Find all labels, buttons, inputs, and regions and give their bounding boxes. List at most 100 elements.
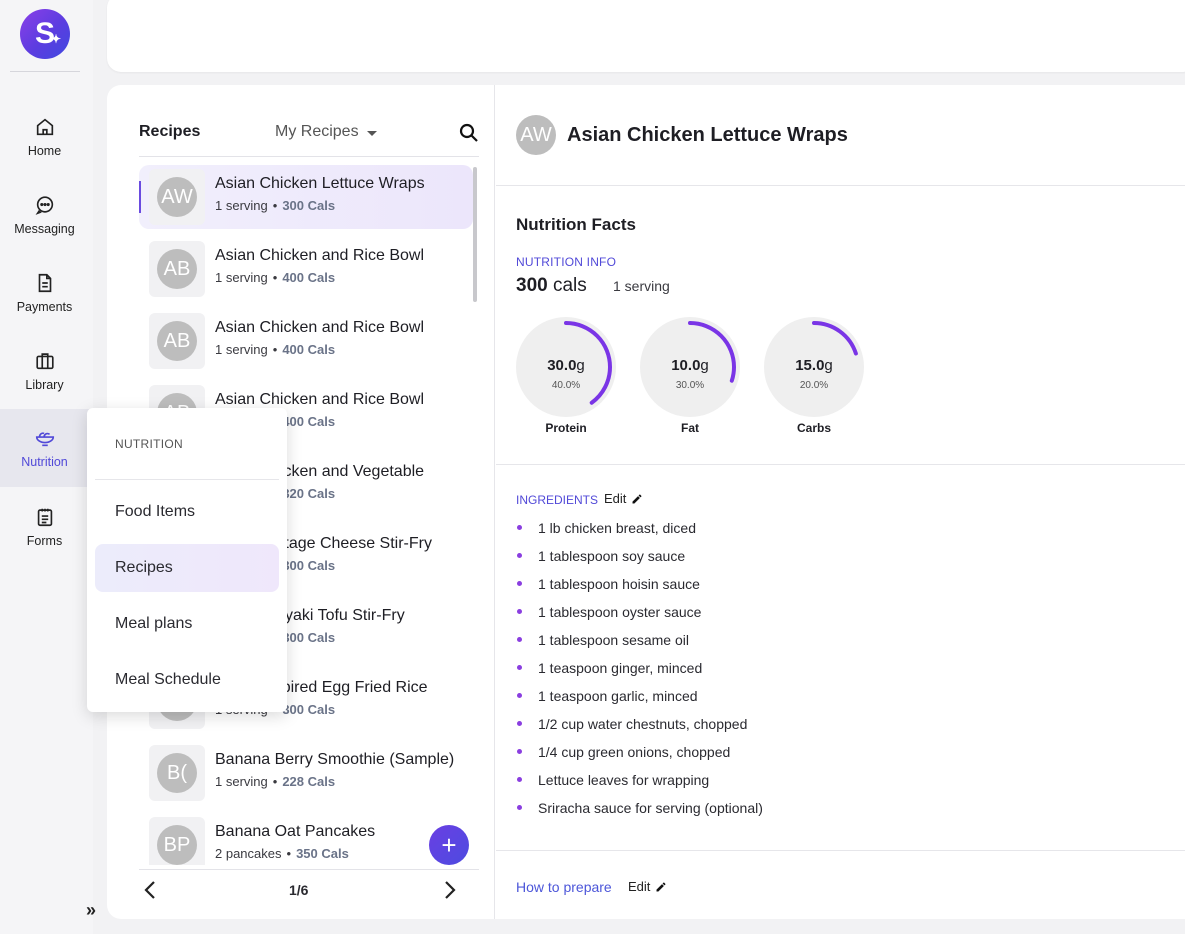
macro-percent: 40.0% xyxy=(551,380,581,391)
menu-item-meal-plans[interactable]: Meal plans xyxy=(115,615,193,632)
recipe-list-item[interactable]: AB Asian Chicken and Rice Bowl 1 serving • 4… xyxy=(139,237,473,301)
divider xyxy=(496,185,1185,186)
nav-item-messaging[interactable]: Messaging xyxy=(0,176,89,254)
nav-label-payments: Payments xyxy=(16,300,73,314)
nav-item-forms[interactable]: Forms xyxy=(0,488,89,566)
nutrition-info-label: NUTRITION INFO xyxy=(516,255,617,269)
serving-size: 1 serving xyxy=(613,278,670,294)
top-header-card xyxy=(107,0,1185,72)
ingredients-label: INGREDIENTS xyxy=(516,493,599,507)
flyout-title: NUTRITION xyxy=(115,437,184,451)
chevron-left-icon[interactable] xyxy=(139,878,163,902)
recipe-filter-dropdown[interactable]: My Recipes xyxy=(275,123,377,141)
recipe-avatar: AW xyxy=(516,115,556,155)
macro-grams-value: 10.0 xyxy=(671,357,701,374)
calories-value: 300 cals xyxy=(516,275,587,297)
recipe-filter-label: My Recipes xyxy=(275,123,359,140)
menu-item-recipes[interactable]: Recipes xyxy=(95,544,279,592)
edit-instructions-button[interactable]: Edit xyxy=(628,879,667,894)
macro-grams-unit: g xyxy=(824,357,833,374)
recipe-calories: 300 Cals xyxy=(282,702,336,717)
recipe-thumb: BP xyxy=(149,817,205,865)
ingredient-item: 1/2 cup water chestnuts, chopped xyxy=(516,714,763,742)
recipe-calories: 228 Cals xyxy=(282,774,336,789)
recipe-name: Banana Oat Pancakes xyxy=(215,823,376,840)
ingredient-item: 1/4 cup green onions, chopped xyxy=(516,742,763,770)
recipe-calories: 300 Cals xyxy=(282,558,336,573)
recipe-name: Asian Chicken and Rice Bowl xyxy=(215,247,424,264)
separator-dot: • xyxy=(272,270,278,285)
divider xyxy=(496,464,1185,465)
recipe-name: Asian Chicken and Rice Bowl xyxy=(215,391,424,408)
recipe-list-item[interactable]: B( Banana Berry Smoothie (Sample) 1 servin… xyxy=(139,741,473,805)
ingredients-list: 1 lb chicken breast, diced 1 tablespoon s… xyxy=(516,518,763,826)
pencil-icon xyxy=(632,493,642,503)
chat-bubble-icon xyxy=(35,196,53,215)
ingredient-item: 1 tablespoon soy sauce xyxy=(516,546,763,574)
nutrition-facts-heading: Nutrition Facts xyxy=(516,215,636,234)
recipe-thumb: AW xyxy=(149,169,205,225)
nav-divider xyxy=(10,71,80,72)
separator-dot: • xyxy=(272,198,278,213)
caret-down-icon xyxy=(366,130,377,136)
macro-label: Protein xyxy=(545,421,587,435)
salad-bowl-icon xyxy=(35,432,54,447)
chevron-right-icon[interactable] xyxy=(437,878,461,902)
main-panel: Recipes My Recipes AW Asian Chicken Lettu… xyxy=(107,85,1185,919)
nav-item-payments[interactable]: Payments xyxy=(0,254,89,332)
brand-logo[interactable]: S ✦ xyxy=(20,9,70,59)
page-indicator: 1/6 xyxy=(289,882,309,898)
recipe-calories: 400 Cals xyxy=(282,342,336,357)
expand-sidebar-icon[interactable]: » xyxy=(86,900,97,920)
search-icon[interactable] xyxy=(457,121,481,145)
recipe-detail-panel: AW Asian Chicken Lettuce Wraps Nutrition… xyxy=(496,85,1185,919)
macro-grams: 30.0g xyxy=(516,357,616,374)
recipe-serving: 1 serving xyxy=(215,198,268,213)
recipe-calories: 400 Cals xyxy=(282,414,336,429)
recipe-serving: 1 serving xyxy=(215,270,268,285)
macro-percent: 30.0% xyxy=(675,380,705,391)
recipe-meta: 1 serving • 228 Cals xyxy=(215,774,335,789)
recipe-serving: 1 serving xyxy=(215,774,268,789)
recipe-serving: 2 pancakes xyxy=(215,846,282,861)
separator-dot: • xyxy=(272,774,278,789)
home-icon xyxy=(36,118,53,136)
recipe-name: Banana Berry Smoothie (Sample) xyxy=(215,751,455,768)
menu-item-meal-schedule[interactable]: Meal Schedule xyxy=(115,671,221,688)
macro-grams-unit: g xyxy=(576,357,585,374)
recipe-meta: 1 serving • 300 Cals xyxy=(215,198,335,213)
macro-progress-ring xyxy=(516,317,616,417)
edit-ingredients-button[interactable]: Edit xyxy=(604,491,643,506)
nutrition-flyout-menu: NUTRITION Food Items Recipes Meal plans … xyxy=(87,408,287,712)
menu-item-food-items[interactable]: Food Items xyxy=(115,503,196,520)
ingredient-item: 1 teaspoon garlic, minced xyxy=(516,686,763,714)
briefcase-icon xyxy=(35,353,54,370)
list-scrollbar[interactable] xyxy=(473,167,477,302)
ingredient-item: 1 tablespoon sesame oil xyxy=(516,630,763,658)
nav-item-home[interactable]: Home xyxy=(0,98,89,176)
nav-item-library[interactable]: Library xyxy=(0,332,89,410)
recipes-list-panel: Recipes My Recipes AW Asian Chicken Lettu… xyxy=(107,85,495,919)
brand-letter: S xyxy=(34,17,55,50)
macro-grams: 10.0g xyxy=(640,357,740,374)
calories-unit: cals xyxy=(552,275,587,296)
recipe-list-item[interactable]: AB Asian Chicken and Rice Bowl 1 serving • 4… xyxy=(139,309,473,373)
macro-ring-protein: 30.0g 40.0% Protein xyxy=(516,317,620,437)
add-recipe-button[interactable]: + xyxy=(429,825,469,865)
recipe-calories: 300 Cals xyxy=(282,630,336,645)
recipe-list-item[interactable]: AW Asian Chicken Lettuce Wraps 1 serving • 3… xyxy=(139,165,473,229)
recipe-name: Asian Chicken Lettuce Wraps xyxy=(215,175,425,192)
recipe-list-item[interactable]: BP Banana Oat Pancakes 2 pancakes • 350 Cals xyxy=(139,813,473,865)
ingredient-item: Sriracha sauce for serving (optional) xyxy=(516,798,763,826)
recipe-avatar: B( xyxy=(157,753,197,793)
pencil-icon xyxy=(656,881,666,891)
divider xyxy=(95,479,279,480)
macro-ring-carbs: 15.0g 20.0% Carbs xyxy=(764,317,868,437)
recipe-meta: 1 serving • 400 Cals xyxy=(215,270,335,285)
clipboard-icon xyxy=(37,508,52,527)
how-to-prepare-link[interactable]: How to prepare xyxy=(516,879,612,895)
recipe-meta: 2 pancakes • 350 Cals xyxy=(215,846,349,861)
recipe-thumb: AB xyxy=(149,313,205,369)
macro-grams: 15.0g xyxy=(764,357,864,374)
nav-item-nutrition[interactable]: Nutrition xyxy=(0,409,89,487)
